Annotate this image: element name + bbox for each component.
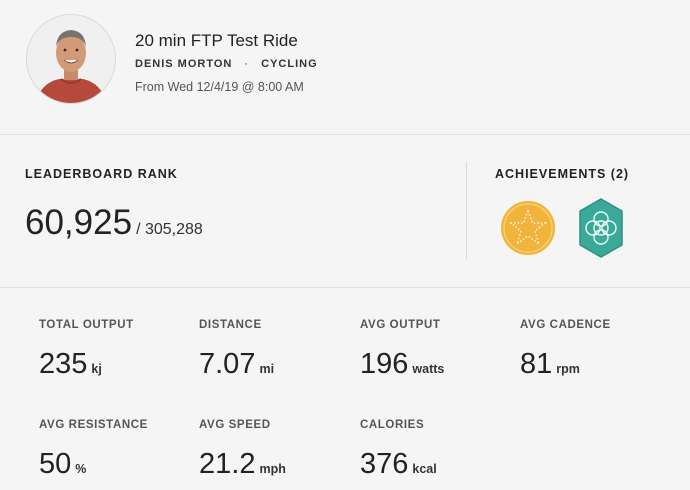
metric-unit: % (75, 462, 87, 476)
avg-speed-value: 21.2 mph (199, 448, 286, 481)
metric-number: 81 (520, 348, 553, 380)
discipline-label: CYCLING (261, 58, 318, 70)
metric-number: 235 (39, 348, 88, 380)
metric-unit: rpm (556, 362, 580, 376)
metric-number: 21.2 (199, 448, 256, 480)
distance-label: DISTANCE (199, 319, 262, 331)
workout-subtitle: DENIS MORTON · CYCLING (135, 58, 318, 70)
teal-flower-hexagon-icon[interactable] (577, 197, 625, 264)
metric-number: 196 (360, 348, 409, 380)
metric-unit: kj (91, 362, 102, 376)
calories-label: CALORIES (360, 419, 425, 431)
avg-cadence-value: 81 rpm (520, 348, 580, 381)
avg-resistance-label: AVG RESISTANCE (39, 419, 148, 431)
total-output-label: TOTAL OUTPUT (39, 319, 134, 331)
calories-value: 376 kcal (360, 448, 437, 481)
divider (0, 134, 690, 135)
instructor-avatar (26, 14, 116, 104)
metric-unit: kcal (412, 462, 437, 476)
metric-number: 376 (360, 448, 409, 480)
divider (0, 287, 690, 288)
metric-number: 7.07 (199, 348, 256, 380)
metric-unit: mi (259, 362, 275, 376)
avg-resistance-value: 50% (39, 448, 86, 481)
leaderboard-rank-label: LEADERBOARD RANK (25, 167, 178, 181)
metric-number: 50 (39, 448, 72, 480)
instructor-name[interactable]: DENIS MORTON (135, 58, 233, 70)
avg-speed-label: AVG SPEED (199, 419, 271, 431)
rank-total: / 305,288 (136, 221, 203, 238)
gold-star-medal-icon[interactable] (500, 200, 556, 261)
avg-output-value: 196 watts (360, 348, 444, 381)
avg-output-label: AVG OUTPUT (360, 319, 441, 331)
workout-header: 20 min FTP Test Ride DENIS MORTON · CYCL… (0, 0, 690, 134)
rank-value: 60,925 (25, 203, 133, 242)
metric-unit: watts (412, 362, 445, 376)
section-divider (466, 162, 467, 260)
distance-value: 7.07 mi (199, 348, 274, 381)
total-output-value: 235 kj (39, 348, 102, 381)
workout-date: From Wed 12/4/19 @ 8:00 AM (135, 80, 304, 94)
leaderboard-rank: 60,925/ 305,288 (25, 203, 203, 243)
subtitle-separator: · (244, 58, 250, 70)
achievements-label: ACHIEVEMENTS (2) (495, 167, 630, 181)
workout-title: 20 min FTP Test Ride (135, 31, 298, 50)
avg-cadence-label: AVG CADENCE (520, 319, 611, 331)
metric-unit: mph (259, 462, 286, 476)
